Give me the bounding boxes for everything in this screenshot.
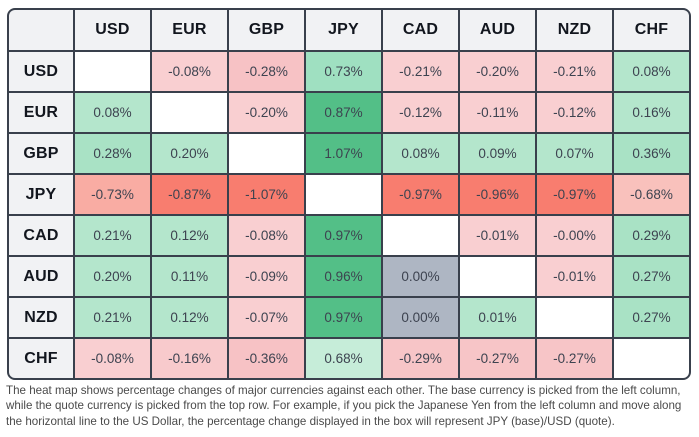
row-header-eur: EUR bbox=[9, 93, 73, 132]
heatmap-cell-eur-nzd: -0.12% bbox=[537, 93, 612, 132]
heatmap-cell-aud-chf: 0.27% bbox=[614, 257, 689, 296]
heatmap-cell-eur-eur bbox=[152, 93, 227, 132]
heatmap-cell-aud-gbp: -0.09% bbox=[229, 257, 304, 296]
corner-cell bbox=[9, 10, 73, 50]
row-header-usd: USD bbox=[9, 52, 73, 91]
heatmap-cell-chf-usd: -0.08% bbox=[75, 339, 150, 378]
row-header-aud: AUD bbox=[9, 257, 73, 296]
heatmap-cell-gbp-eur: 0.20% bbox=[152, 134, 227, 173]
heatmap-cell-gbp-cad: 0.08% bbox=[383, 134, 458, 173]
heatmap-cell-nzd-eur: 0.12% bbox=[152, 298, 227, 337]
heatmap-cell-usd-jpy: 0.73% bbox=[306, 52, 381, 91]
heatmap-cell-cad-gbp: -0.08% bbox=[229, 216, 304, 255]
heatmap-cell-usd-gbp: -0.28% bbox=[229, 52, 304, 91]
row-header-chf: CHF bbox=[9, 339, 73, 378]
heatmap-cell-gbp-chf: 0.36% bbox=[614, 134, 689, 173]
heatmap-cell-cad-jpy: 0.97% bbox=[306, 216, 381, 255]
heatmap-cell-nzd-chf: 0.27% bbox=[614, 298, 689, 337]
heatmap-cell-cad-chf: 0.29% bbox=[614, 216, 689, 255]
heatmap-cell-aud-aud bbox=[460, 257, 535, 296]
heatmap-cell-chf-jpy: 0.68% bbox=[306, 339, 381, 378]
heatmap-cell-eur-jpy: 0.87% bbox=[306, 93, 381, 132]
column-header-eur: EUR bbox=[152, 10, 227, 50]
heatmap-cell-jpy-eur: -0.87% bbox=[152, 175, 227, 214]
heatmap-cell-usd-aud: -0.20% bbox=[460, 52, 535, 91]
heatmap-cell-jpy-jpy bbox=[306, 175, 381, 214]
row-header-nzd: NZD bbox=[9, 298, 73, 337]
heatmap-cell-chf-cad: -0.29% bbox=[383, 339, 458, 378]
heatmap-cell-jpy-nzd: -0.97% bbox=[537, 175, 612, 214]
column-header-jpy: JPY bbox=[306, 10, 381, 50]
heatmap-cell-nzd-cad: 0.00% bbox=[383, 298, 458, 337]
column-header-aud: AUD bbox=[460, 10, 535, 50]
heatmap-cell-cad-nzd: -0.00% bbox=[537, 216, 612, 255]
heatmap-cell-gbp-jpy: 1.07% bbox=[306, 134, 381, 173]
heatmap-cell-cad-cad bbox=[383, 216, 458, 255]
heatmap-cell-cad-usd: 0.21% bbox=[75, 216, 150, 255]
heatmap-cell-nzd-usd: 0.21% bbox=[75, 298, 150, 337]
heatmap-cell-chf-eur: -0.16% bbox=[152, 339, 227, 378]
heatmap-cell-eur-usd: 0.08% bbox=[75, 93, 150, 132]
heatmap-cell-jpy-gbp: -1.07% bbox=[229, 175, 304, 214]
heatmap-cell-gbp-usd: 0.28% bbox=[75, 134, 150, 173]
heatmap-cell-jpy-usd: -0.73% bbox=[75, 175, 150, 214]
heatmap-cell-nzd-jpy: 0.97% bbox=[306, 298, 381, 337]
heatmap-cell-nzd-nzd bbox=[537, 298, 612, 337]
heatmap-cell-usd-nzd: -0.21% bbox=[537, 52, 612, 91]
heatmap-cell-jpy-cad: -0.97% bbox=[383, 175, 458, 214]
heatmap-cell-chf-nzd: -0.27% bbox=[537, 339, 612, 378]
heatmap-cell-eur-chf: 0.16% bbox=[614, 93, 689, 132]
heatmap-cell-usd-chf: 0.08% bbox=[614, 52, 689, 91]
row-header-cad: CAD bbox=[9, 216, 73, 255]
heatmap-cell-cad-eur: 0.12% bbox=[152, 216, 227, 255]
heatmap-caption: The heat map shows percentage changes of… bbox=[6, 384, 682, 428]
heatmap-cell-chf-aud: -0.27% bbox=[460, 339, 535, 378]
heatmap-cell-eur-gbp: -0.20% bbox=[229, 93, 304, 132]
heatmap-cell-chf-chf bbox=[614, 339, 689, 378]
heatmap-cell-nzd-aud: 0.01% bbox=[460, 298, 535, 337]
row-header-gbp: GBP bbox=[9, 134, 73, 173]
heatmap-cell-gbp-aud: 0.09% bbox=[460, 134, 535, 173]
column-header-nzd: NZD bbox=[537, 10, 612, 50]
column-header-chf: CHF bbox=[614, 10, 689, 50]
heatmap-cell-aud-cad: 0.00% bbox=[383, 257, 458, 296]
column-header-usd: USD bbox=[75, 10, 150, 50]
heatmap-cell-nzd-gbp: -0.07% bbox=[229, 298, 304, 337]
heatmap-cell-cad-aud: -0.01% bbox=[460, 216, 535, 255]
heatmap-cell-gbp-nzd: 0.07% bbox=[537, 134, 612, 173]
currency-heatmap-table: USD EUR GBP JPY CAD AUD NZD CHF USD -0.08% -0.28% 0… bbox=[7, 8, 691, 380]
heatmap-cell-jpy-aud: -0.96% bbox=[460, 175, 535, 214]
heatmap-cell-eur-cad: -0.12% bbox=[383, 93, 458, 132]
heatmap-cell-aud-usd: 0.20% bbox=[75, 257, 150, 296]
heatmap-cell-aud-nzd: -0.01% bbox=[537, 257, 612, 296]
heatmap-cell-jpy-chf: -0.68% bbox=[614, 175, 689, 214]
heatmap-cell-gbp-gbp bbox=[229, 134, 304, 173]
heatmap-cell-eur-aud: -0.11% bbox=[460, 93, 535, 132]
heatmap-cell-chf-gbp: -0.36% bbox=[229, 339, 304, 378]
heatmap-cell-aud-jpy: 0.96% bbox=[306, 257, 381, 296]
heatmap-cell-usd-usd bbox=[75, 52, 150, 91]
heatmap-cell-aud-eur: 0.11% bbox=[152, 257, 227, 296]
column-header-cad: CAD bbox=[383, 10, 458, 50]
row-header-jpy: JPY bbox=[9, 175, 73, 214]
column-header-gbp: GBP bbox=[229, 10, 304, 50]
heatmap-cell-usd-cad: -0.21% bbox=[383, 52, 458, 91]
heatmap-cell-usd-eur: -0.08% bbox=[152, 52, 227, 91]
